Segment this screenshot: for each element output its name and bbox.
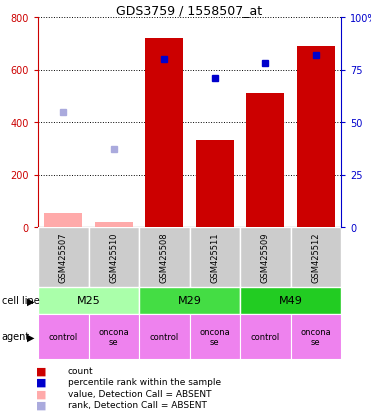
Text: cell line: cell line (2, 296, 40, 306)
Bar (139, 287, 240, 314)
Text: ■: ■ (36, 388, 47, 399)
Bar (139, 228, 190, 287)
Bar (190, 314, 240, 359)
Text: rank, Detection Call = ABSENT: rank, Detection Call = ABSENT (68, 401, 207, 409)
Bar (89, 228, 139, 287)
Bar (240, 287, 341, 314)
Bar (38, 228, 89, 287)
Text: GSM425512: GSM425512 (311, 232, 320, 282)
Text: ■: ■ (36, 377, 47, 387)
Text: M49: M49 (279, 296, 302, 306)
Bar (190, 228, 240, 287)
Text: M29: M29 (178, 296, 201, 306)
Bar (89, 314, 139, 359)
Text: control: control (251, 332, 280, 341)
Bar (290, 228, 341, 287)
Bar (95, 223, 133, 228)
Text: agent: agent (2, 332, 30, 342)
Bar (246, 94, 284, 228)
Text: ▶: ▶ (27, 332, 34, 342)
Text: oncona
se: oncona se (199, 327, 230, 347)
Text: count: count (68, 366, 93, 375)
Text: oncona
se: oncona se (301, 327, 331, 347)
Text: ■: ■ (36, 366, 47, 375)
Text: GSM425510: GSM425510 (109, 232, 118, 282)
Text: GSM425511: GSM425511 (210, 232, 219, 282)
Bar (38, 314, 89, 359)
Text: GSM425507: GSM425507 (59, 232, 68, 282)
Text: ■: ■ (36, 400, 47, 410)
Text: oncona
se: oncona se (98, 327, 129, 347)
Title: GDS3759 / 1558507_at: GDS3759 / 1558507_at (116, 4, 263, 17)
Text: M25: M25 (77, 296, 101, 306)
Text: GSM425509: GSM425509 (261, 232, 270, 282)
Text: control: control (150, 332, 179, 341)
Text: GSM425508: GSM425508 (160, 232, 169, 282)
Text: value, Detection Call = ABSENT: value, Detection Call = ABSENT (68, 389, 211, 398)
Bar (145, 39, 183, 228)
Bar (38, 287, 139, 314)
Bar (139, 314, 190, 359)
Text: control: control (49, 332, 78, 341)
Bar (240, 314, 290, 359)
Bar (196, 141, 234, 228)
Bar (297, 47, 335, 228)
Text: ▶: ▶ (27, 296, 34, 306)
Text: percentile rank within the sample: percentile rank within the sample (68, 377, 221, 387)
Bar (240, 228, 290, 287)
Bar (290, 314, 341, 359)
Bar (44, 213, 82, 228)
